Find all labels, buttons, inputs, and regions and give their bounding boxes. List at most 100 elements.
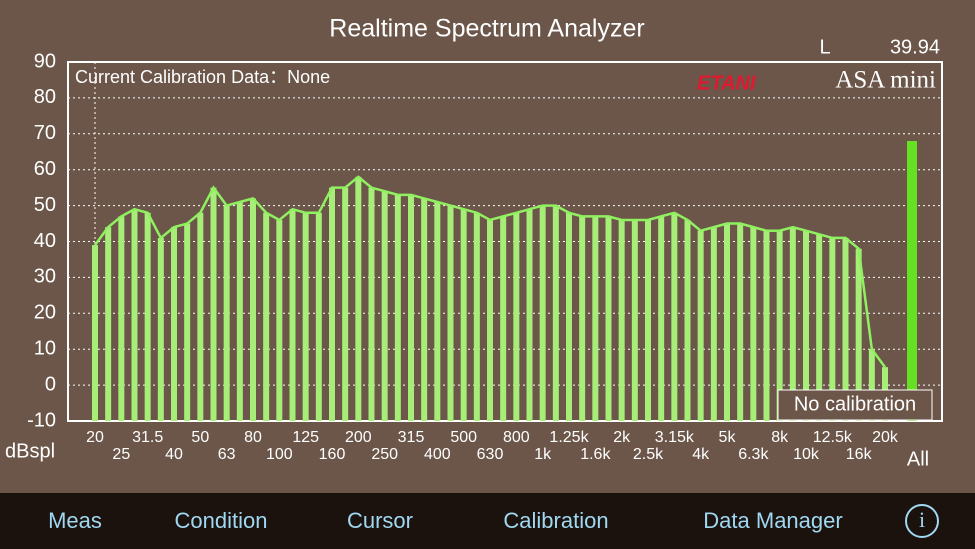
bar bbox=[829, 237, 836, 421]
y-tick-label: 70 bbox=[34, 122, 56, 144]
logo-product: ASA mini bbox=[835, 67, 936, 94]
bar bbox=[329, 187, 335, 421]
info-button[interactable] bbox=[905, 504, 939, 538]
bar bbox=[789, 227, 796, 421]
bar bbox=[605, 216, 612, 421]
bar bbox=[750, 227, 757, 421]
x-tick-label: 50 bbox=[191, 429, 209, 446]
x-tick-label: 63 bbox=[218, 446, 236, 463]
x-tick-label: 315 bbox=[398, 429, 425, 446]
bar bbox=[566, 212, 572, 421]
bar bbox=[394, 194, 401, 421]
bar bbox=[539, 205, 546, 421]
bar bbox=[473, 212, 480, 421]
x-tick-label: 400 bbox=[424, 446, 451, 463]
level: 39.94 bbox=[890, 36, 940, 58]
x-tick-label: 80 bbox=[244, 429, 262, 446]
bar bbox=[460, 209, 467, 421]
x-tick-label: 10k bbox=[793, 446, 820, 463]
bar bbox=[671, 212, 678, 421]
bar bbox=[236, 202, 243, 421]
bar bbox=[250, 198, 256, 421]
x-tick-label: 1k bbox=[534, 446, 552, 463]
bar bbox=[368, 187, 375, 421]
x-tick-label: 31.5 bbox=[132, 429, 163, 446]
bar bbox=[868, 349, 875, 421]
bar bbox=[408, 194, 414, 421]
bar bbox=[210, 187, 217, 421]
channel: L bbox=[819, 36, 830, 58]
x-tick-label: 16k bbox=[846, 446, 873, 463]
y-tick-label: 0 bbox=[45, 373, 56, 395]
x-tick-label: 1.6k bbox=[580, 446, 611, 463]
x-tick-label: 4k bbox=[692, 446, 710, 463]
bar bbox=[526, 209, 533, 421]
tab[interactable]: Condition bbox=[175, 508, 268, 533]
bar bbox=[289, 209, 296, 421]
y-tick-label: 10 bbox=[34, 337, 56, 359]
bar bbox=[842, 237, 849, 421]
x-tick-label: 500 bbox=[450, 429, 477, 446]
bar bbox=[157, 237, 164, 421]
bar bbox=[381, 191, 388, 421]
y-axis-label: dBspl bbox=[5, 440, 55, 462]
total-label: All bbox=[907, 448, 929, 470]
x-tick-label: 100 bbox=[266, 446, 293, 463]
bar bbox=[223, 205, 230, 421]
x-tick-label: 6.3k bbox=[738, 446, 769, 463]
y-tick-label: 60 bbox=[34, 158, 56, 180]
bar bbox=[131, 209, 138, 421]
x-tick-label: 12.5k bbox=[813, 429, 853, 446]
y-tick-label: 30 bbox=[34, 266, 56, 288]
bar bbox=[276, 219, 283, 421]
x-tick-label: 630 bbox=[477, 446, 504, 463]
bar bbox=[855, 248, 862, 421]
bar bbox=[184, 223, 191, 421]
bar bbox=[592, 216, 599, 421]
x-tick-label: 200 bbox=[345, 429, 372, 446]
y-tick-label: 90 bbox=[34, 50, 56, 72]
bar bbox=[552, 205, 559, 421]
x-tick-label: 20k bbox=[872, 429, 899, 446]
bar bbox=[618, 219, 625, 421]
tab[interactable]: Meas bbox=[48, 508, 102, 533]
bar bbox=[144, 212, 151, 421]
x-tick-label: 25 bbox=[112, 446, 130, 463]
x-tick-label: 1.25k bbox=[549, 429, 589, 446]
x-tick-label: 5k bbox=[719, 429, 737, 446]
bar bbox=[697, 230, 704, 421]
bar bbox=[434, 202, 441, 421]
bar bbox=[737, 223, 744, 421]
y-tick-label: 80 bbox=[34, 86, 56, 108]
title: Realtime Spectrum Analyzer bbox=[329, 15, 644, 43]
bar bbox=[92, 245, 98, 421]
calibration-note: Current Calibration Data：None bbox=[75, 67, 330, 87]
bar bbox=[803, 230, 809, 421]
bar bbox=[447, 205, 454, 421]
spectrum-line bbox=[93, 175, 887, 368]
bar bbox=[513, 212, 520, 421]
x-tick-label: 2.5k bbox=[633, 446, 664, 463]
info-icon[interactable]: i bbox=[919, 507, 925, 532]
tab[interactable]: Calibration bbox=[503, 508, 608, 533]
y-tick-label: 40 bbox=[34, 230, 56, 252]
bar bbox=[105, 227, 112, 421]
bar bbox=[763, 230, 770, 421]
bar bbox=[487, 219, 493, 421]
x-tick-label: 2k bbox=[613, 429, 631, 446]
bar bbox=[197, 212, 204, 421]
bar bbox=[500, 216, 507, 421]
x-tick-label: 40 bbox=[165, 446, 183, 463]
bar bbox=[421, 198, 428, 421]
x-tick-label: 3.15k bbox=[655, 429, 695, 446]
calibration-badge: No calibration bbox=[794, 393, 916, 415]
total-bar bbox=[907, 140, 917, 422]
logo-brand: ETANI bbox=[697, 72, 756, 94]
tab[interactable]: Cursor bbox=[347, 508, 413, 533]
x-tick-label: 20 bbox=[86, 429, 104, 446]
tab[interactable]: Data Manager bbox=[703, 508, 842, 533]
bar bbox=[355, 176, 362, 421]
bar bbox=[118, 216, 125, 421]
x-tick-label: 8k bbox=[771, 429, 789, 446]
